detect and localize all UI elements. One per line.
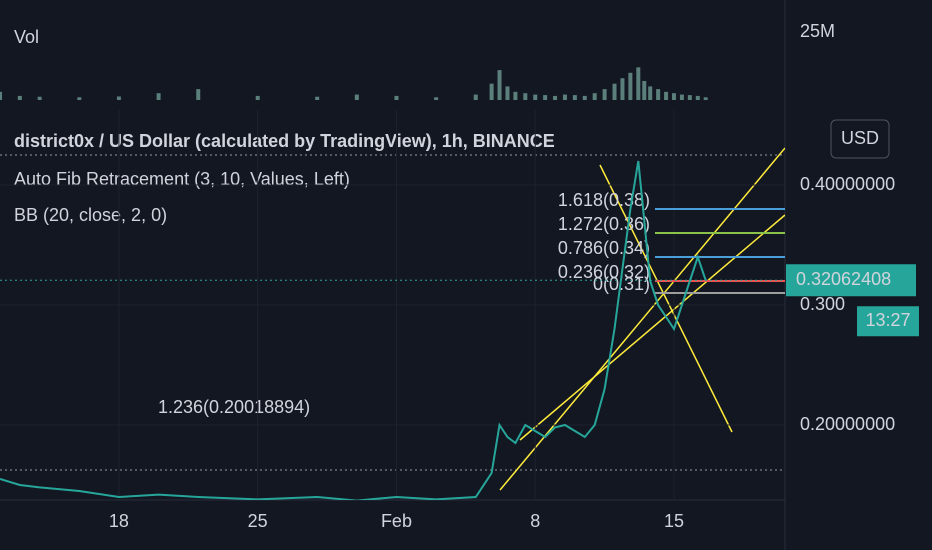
fib-label: 0.786(0.34) — [558, 238, 650, 258]
y-tick-label: 0.40000000 — [800, 174, 895, 194]
volume-bar — [612, 83, 617, 100]
trend-line — [599, 164, 733, 433]
volume-bar — [255, 95, 260, 100]
y-tick-label: 25M — [800, 21, 835, 41]
volume-bar — [648, 86, 653, 100]
fib-label: 1.618(0.38) — [558, 190, 650, 210]
x-tick-label: 25 — [248, 511, 268, 531]
volume-bar — [473, 94, 478, 100]
fib-label: 0(0.31) — [593, 274, 650, 294]
volume-bar — [394, 95, 399, 100]
volume-bar — [695, 95, 700, 100]
volume-bar — [703, 97, 708, 100]
trend-line — [519, 214, 785, 441]
volume-bar — [434, 97, 439, 100]
volume-bar — [636, 67, 641, 100]
volume-bar — [664, 91, 669, 100]
volume-bar — [77, 97, 82, 100]
volume-bar — [497, 70, 502, 100]
volume-bar — [523, 93, 528, 100]
last-price-label: 0.32062408 — [796, 269, 891, 289]
volume-bar — [513, 91, 518, 100]
trend-lines — [499, 147, 785, 491]
y-tick-label: 0.20000000 — [800, 414, 895, 434]
countdown-label: 13:27 — [865, 310, 910, 330]
x-tick-label: 18 — [109, 511, 129, 531]
symbol-title: district0x / US Dollar (calculated by Tr… — [14, 131, 555, 151]
x-tick-label: 8 — [530, 511, 540, 531]
indicator: Auto Fib Retracement (3, 10, Values, Lef… — [14, 169, 350, 189]
volume-bar — [116, 96, 121, 100]
currency-label[interactable]: USD — [841, 128, 879, 148]
volume-bar — [37, 96, 42, 100]
last-price-box — [786, 264, 916, 297]
volume-bar — [592, 93, 597, 100]
volume-bar — [656, 89, 661, 100]
trend-line — [499, 147, 785, 491]
x-tick-label: Feb — [381, 511, 412, 531]
volume-bar — [562, 94, 567, 100]
volume-bar — [628, 72, 633, 100]
countdown-box — [857, 306, 919, 337]
volume-title: Vol — [14, 27, 39, 47]
volume-bar — [687, 95, 692, 100]
volume-bar — [543, 95, 548, 100]
volume-bar — [620, 78, 625, 100]
y-tick-label: 0.300 — [800, 294, 845, 314]
x-tick-label: 15 — [664, 511, 684, 531]
volume-bar — [315, 96, 320, 100]
volume-bar — [572, 95, 577, 100]
price-pane: 1.618(0.38) 1.272(0.36) 0.786(0.34) 0.236(0… — [0, 160, 785, 500]
volume-bar — [196, 89, 201, 100]
volume-bar — [156, 93, 161, 100]
price-line — [0, 160, 707, 500]
fib-label: 0.236(0.32) — [558, 262, 650, 282]
volume-bar — [354, 94, 359, 100]
currency-button[interactable] — [830, 119, 890, 159]
fib-label: 1.272(0.36) — [558, 214, 650, 234]
volume-bar — [489, 83, 494, 100]
volume-bar — [671, 93, 676, 100]
volume-bar — [642, 80, 647, 100]
volume-bar — [0, 91, 2, 100]
volume-bar — [553, 95, 558, 100]
volume-bar — [17, 95, 22, 100]
volume-bars — [0, 67, 708, 100]
volume-bar — [505, 86, 510, 100]
fib-left-label: 1.236(0.20018894) — [158, 397, 310, 417]
indicator: BB (20, close, 2, 0) — [14, 205, 167, 225]
volume-bar — [582, 95, 587, 100]
volume-bar — [533, 94, 538, 100]
volume-bar — [602, 89, 607, 100]
volume-bar — [679, 94, 684, 100]
